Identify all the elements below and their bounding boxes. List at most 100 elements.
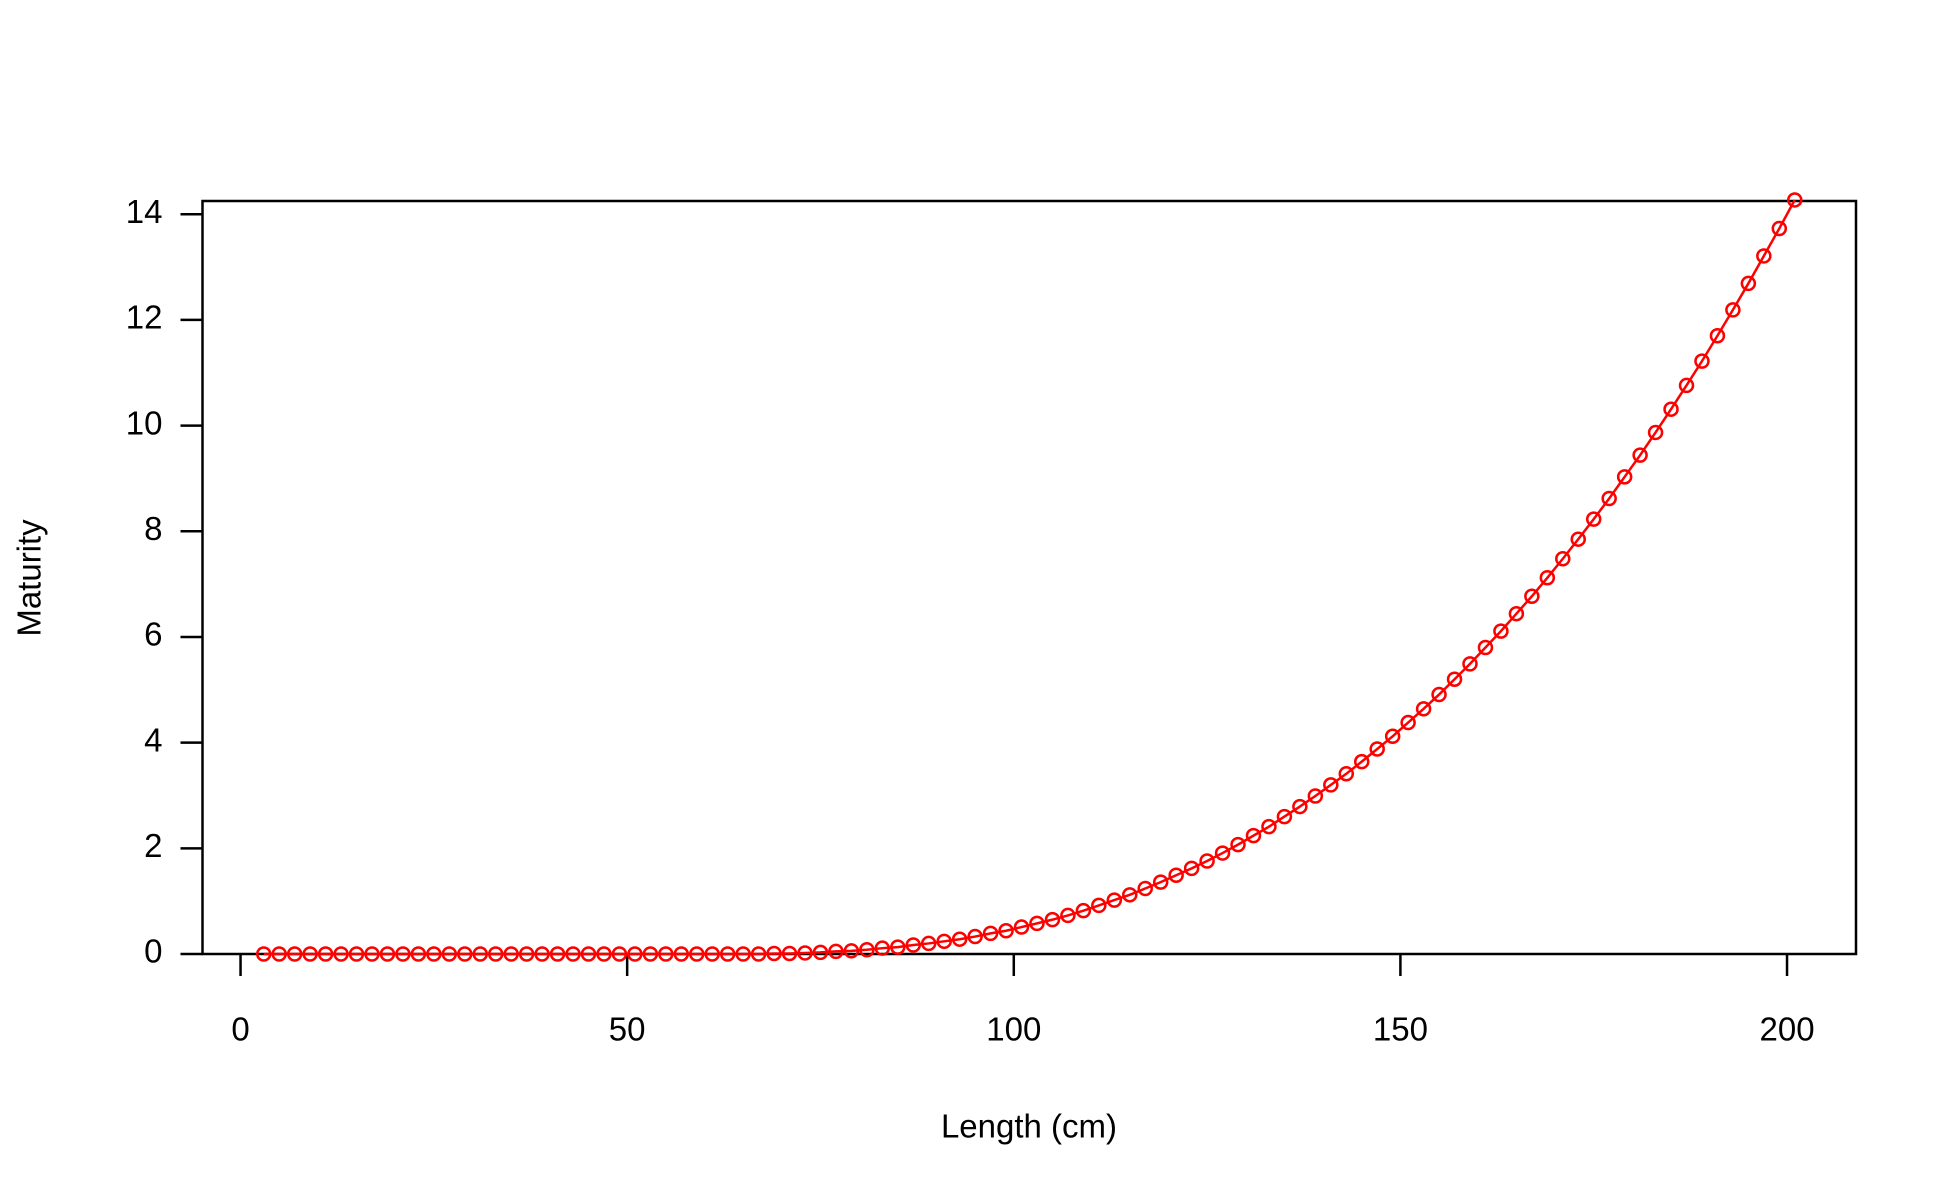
y-tick-label: 10 [126, 404, 163, 441]
data-point [611, 946, 628, 962]
y-tick-label: 6 [144, 616, 162, 653]
data-point [627, 946, 643, 962]
data-point [797, 945, 813, 961]
data-point [1694, 353, 1710, 369]
data-point [766, 945, 782, 962]
x-tick-label: 150 [1373, 1011, 1428, 1048]
data-point [534, 946, 550, 962]
y-tick-label: 4 [144, 721, 162, 758]
data-point [364, 946, 380, 962]
data-point [1091, 897, 1107, 914]
x-axis-label: Length (cm) [941, 1108, 1117, 1145]
y-tick-label: 0 [144, 933, 162, 970]
data-point [333, 946, 349, 962]
data-point [1369, 741, 1385, 757]
data-point [1771, 220, 1788, 237]
y-tick-label: 8 [144, 510, 162, 547]
data-point [689, 946, 705, 962]
data-point [1663, 401, 1679, 417]
data-point [503, 946, 519, 962]
data-point [1585, 511, 1602, 527]
data-point [1168, 867, 1184, 884]
data-point [658, 946, 674, 962]
data-point [255, 946, 272, 962]
data-point [1678, 377, 1695, 394]
data-point [905, 937, 922, 953]
y-tick-label: 12 [126, 299, 163, 336]
data-point [565, 946, 581, 962]
y-axis-label: Maturity [11, 519, 48, 637]
data-point [1709, 327, 1726, 344]
data-point [1756, 248, 1772, 264]
data-point [1245, 827, 1262, 844]
data-point [1524, 588, 1540, 605]
data-point [1446, 671, 1463, 687]
data-line [263, 199, 1796, 956]
data-point [317, 946, 334, 962]
data-point [936, 933, 952, 950]
data-point [967, 928, 983, 945]
data-point [1632, 447, 1648, 463]
data-point [781, 945, 798, 962]
data-point [1060, 907, 1076, 924]
data-point [1477, 639, 1494, 656]
data-point [1384, 728, 1401, 745]
x-tick-label: 200 [1759, 1011, 1814, 1048]
data-point [998, 922, 1014, 939]
data-point [1616, 469, 1633, 485]
data-point [472, 946, 488, 962]
data-point [1323, 777, 1339, 793]
data-point [379, 946, 396, 962]
data-point [890, 939, 906, 955]
data-point [1122, 887, 1138, 903]
data-point [1230, 836, 1246, 853]
data-point [1353, 753, 1370, 770]
data-point [1307, 788, 1324, 804]
data-point [1647, 424, 1664, 441]
y-tick-label: 14 [126, 193, 163, 230]
data-point [395, 946, 411, 962]
data-point [1431, 686, 1447, 703]
data-point [1137, 880, 1153, 897]
data-point [951, 931, 968, 947]
x-tick-label: 100 [986, 1011, 1041, 1048]
data-point [812, 944, 829, 961]
data-point [828, 943, 844, 960]
data-point [286, 946, 303, 962]
data-point [1539, 570, 1556, 586]
data-point [1292, 798, 1308, 815]
data-point [1029, 915, 1045, 932]
plot-box [201, 199, 1858, 956]
data-point [1106, 892, 1123, 908]
data-point [704, 946, 720, 962]
data-point [750, 946, 767, 962]
data-point [348, 946, 365, 962]
data-point [410, 946, 427, 962]
data-point [1199, 853, 1215, 869]
x-tick-label: 50 [609, 1011, 646, 1048]
data-point [1044, 911, 1061, 928]
data-point [843, 943, 860, 959]
data-point [1261, 818, 1277, 835]
data-point [920, 935, 937, 952]
data-point [1075, 902, 1092, 919]
data-point [457, 946, 473, 962]
data-point [719, 946, 736, 962]
data-point [1787, 192, 1803, 208]
x-tick-label: 0 [231, 1011, 249, 1048]
data-point [735, 946, 751, 962]
data-point [1601, 490, 1617, 507]
data-point [549, 946, 566, 962]
data-point [982, 925, 999, 942]
data-point [1276, 808, 1293, 825]
data-point [1462, 656, 1478, 672]
data-point [426, 946, 442, 962]
data-point [1725, 302, 1741, 318]
data-point [1152, 874, 1169, 890]
data-point [642, 946, 659, 962]
data-point [487, 946, 504, 962]
data-point [1493, 623, 1509, 639]
data-point [859, 942, 875, 958]
data-point [1214, 845, 1231, 861]
